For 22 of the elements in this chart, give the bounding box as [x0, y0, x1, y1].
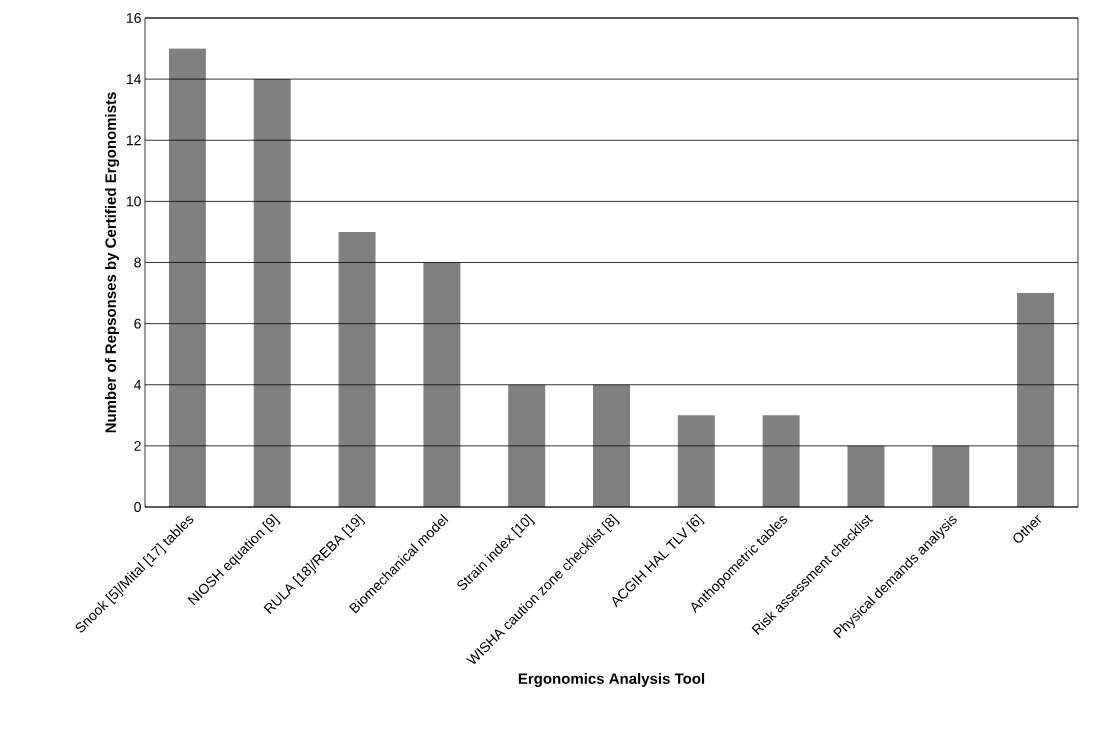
y-tick-label: 10: [126, 196, 141, 207]
y-tick-label: 6: [134, 318, 141, 329]
bar: [508, 384, 546, 507]
y-tick-label: 14: [126, 74, 142, 84]
bar: [168, 48, 206, 507]
bar: [762, 415, 800, 507]
bar: [677, 415, 715, 507]
y-tick-label: 12: [126, 135, 141, 146]
bar: [1017, 293, 1055, 507]
y-tick-label: 8: [134, 257, 141, 268]
bar: [338, 231, 376, 507]
y-tick-label: 16: [126, 13, 141, 23]
x-axis-title: Ergonomics Analysis Tool: [518, 672, 705, 687]
y-axis-title: Number of Repsonses by Certified Ergonomists: [104, 92, 120, 433]
y-tick-label: 2: [134, 440, 141, 451]
bar: [423, 262, 461, 507]
bar: [847, 445, 885, 507]
y-tick-label: 4: [134, 379, 142, 390]
bar: [593, 384, 631, 507]
y-tick-label: 0: [134, 502, 141, 512]
bar: [253, 79, 291, 507]
bar: [932, 445, 970, 507]
